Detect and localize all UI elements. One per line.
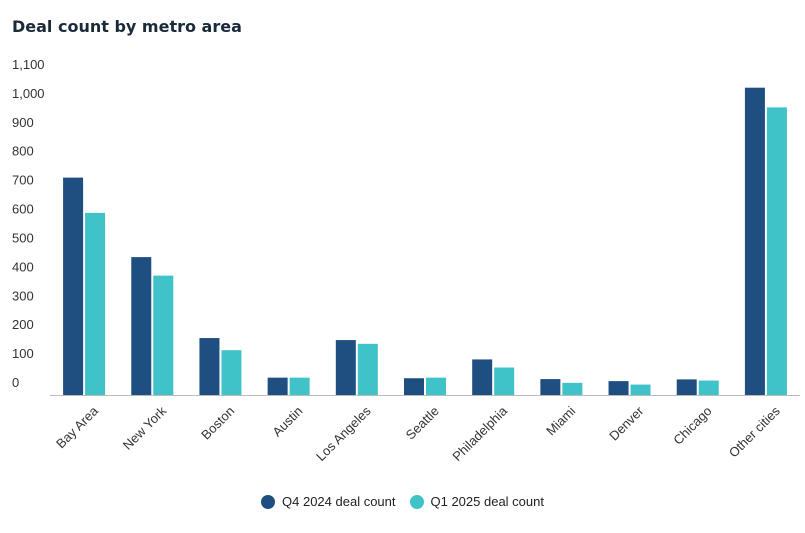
bar (608, 381, 629, 395)
x-tick-label: Boston (198, 403, 237, 442)
y-tick-label: 0 (12, 375, 19, 390)
y-tick-label: 400 (12, 259, 34, 274)
bar (131, 257, 152, 395)
chart-title: Deal count by metro area (12, 17, 242, 36)
x-tick-label: Seattle (403, 403, 442, 442)
x-tick-label: Chicago (670, 403, 714, 447)
x-tick-label: Other cities (726, 403, 783, 460)
bar (698, 380, 719, 395)
y-tick-label: 300 (12, 288, 34, 303)
y-tick-label: 500 (12, 230, 34, 245)
y-tick-label: 1,100 (12, 57, 45, 72)
y-tick-label: 900 (12, 115, 34, 130)
bar (540, 379, 561, 395)
bar-chart: 0 100 200 300 400 500 600 700 800 900 1,000 1,100 B… (12, 57, 800, 464)
bar (630, 384, 651, 395)
x-tick-label: Bay Area (53, 403, 101, 451)
bar (153, 275, 174, 395)
x-tick-label: Philadelphia (449, 403, 510, 464)
bar (289, 377, 310, 395)
bars (63, 87, 787, 396)
bar (426, 377, 446, 395)
y-axis: 0 100 200 300 400 500 600 700 800 900 1,000 1,100 (12, 57, 45, 390)
y-tick-label: 100 (12, 346, 34, 361)
legend-item: Q1 2025 deal count (409, 494, 544, 509)
y-tick-label: 600 (12, 202, 34, 217)
legend-swatch (409, 494, 424, 509)
bar (744, 87, 765, 396)
legend-label: Q1 2025 deal count (430, 494, 544, 509)
legend: Q4 2024 deal count Q1 2025 deal count (0, 494, 805, 509)
x-tick-label: Miami (543, 403, 578, 438)
bar (404, 378, 424, 395)
bar (494, 367, 515, 395)
bar (335, 340, 356, 395)
y-tick-label: 700 (12, 173, 34, 188)
bar (357, 343, 378, 395)
bar (63, 177, 84, 395)
bar (562, 382, 583, 395)
legend-item: Q4 2024 deal count (261, 494, 396, 509)
x-tick-label: Denver (606, 403, 647, 444)
bar (267, 377, 288, 395)
y-tick-label: 1,000 (12, 86, 45, 101)
bar (85, 212, 106, 395)
legend-label: Q4 2024 deal count (282, 494, 396, 509)
bar (676, 379, 697, 395)
x-tick-label: Austin (269, 403, 305, 439)
y-tick-label: 200 (12, 317, 34, 332)
bar (221, 350, 242, 395)
y-tick-label: 800 (12, 144, 34, 159)
x-tick-label: New York (120, 403, 170, 453)
bar (199, 338, 220, 395)
legend-swatch (261, 494, 276, 509)
x-tick-label: Los Angeles (313, 403, 374, 464)
bar (472, 359, 493, 395)
x-axis: Bay Area New York Boston Austin Los Angeles S… (53, 403, 783, 464)
bar (766, 107, 787, 395)
